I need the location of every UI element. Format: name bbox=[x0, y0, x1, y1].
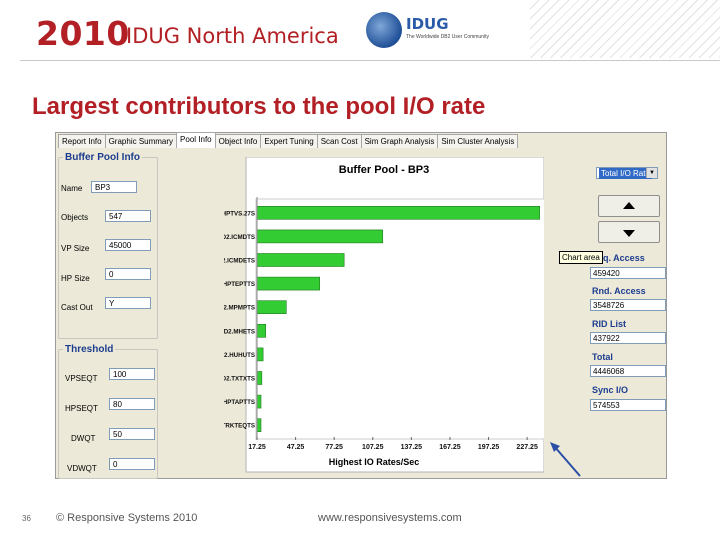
buffer-pool-chart[interactable]: Buffer Pool - BP3 Highest IO Rates/Sec H… bbox=[224, 157, 544, 475]
chart-x-tick-label: 167.25 bbox=[439, 444, 461, 451]
chart-category-label: HPTHPTD2.HPTEPTTS bbox=[224, 281, 255, 288]
vpseqt-field[interactable]: 100 bbox=[109, 368, 155, 380]
vdwqt-label: VDWQT bbox=[67, 464, 97, 473]
chart-x-tick-label: 227.25 bbox=[516, 444, 538, 451]
idug-logo-tagline: The Worldwide DB2 User Community bbox=[406, 34, 489, 40]
chart-x-tick-label: 197.25 bbox=[478, 444, 500, 451]
tab-pool-info[interactable]: Pool Info bbox=[176, 132, 216, 148]
tab-sim-cluster-analysis[interactable]: Sim Cluster Analysis bbox=[437, 134, 519, 148]
slide-title: Largest contributors to the pool I/O rat… bbox=[32, 93, 486, 120]
chart-category-labels: HPTHPTD2.HPTVS.27S DMIDMD2.ICMDTS DMIDMD2.… bbox=[224, 210, 255, 429]
chart-x-tick-label: 47.25 bbox=[287, 444, 305, 451]
dwqt-label: DWQT bbox=[71, 434, 96, 443]
rid-list-label: RID List bbox=[592, 319, 627, 329]
footer-url[interactable]: www.responsivesystems.com bbox=[318, 512, 462, 524]
chart-bar[interactable] bbox=[256, 229, 384, 244]
rate-type-dropdown[interactable]: Total I/O Rate ▼ bbox=[596, 167, 658, 179]
name-label: Name bbox=[61, 184, 83, 193]
chart-bar[interactable] bbox=[256, 300, 287, 314]
chart-bar[interactable] bbox=[256, 253, 345, 267]
vp-size-label: VP Size bbox=[61, 244, 90, 253]
total-field[interactable]: 4446068 bbox=[590, 365, 666, 377]
tab-scan-cost[interactable]: Scan Cost bbox=[316, 134, 362, 148]
vpseqt-label: VPSEQT bbox=[65, 374, 98, 383]
scroll-up-button[interactable] bbox=[598, 195, 660, 217]
chart-category-label: MPMPD2.MPMPTS bbox=[224, 305, 255, 312]
chart-x-tick-label: 137.25 bbox=[401, 444, 423, 451]
chart-bar[interactable] bbox=[256, 276, 321, 291]
app-window: Report Info Graphic Summary Pool Info Ob… bbox=[55, 132, 667, 479]
threshold-group: Threshold VPSEQT 100 HPSEQT 80 DWQT 50 V… bbox=[58, 344, 158, 479]
chart-svg: Buffer Pool - BP3 Highest IO Rates/Sec H… bbox=[224, 157, 544, 473]
cast-out-label: Cast Out bbox=[61, 303, 93, 312]
chart-x-ticks: 17.25 47.25 77.25 107.25 137.25 167.25 197.25 2… bbox=[248, 437, 538, 451]
chart-x-axis-label: Highest IO Rates/Sec bbox=[329, 457, 420, 467]
idug-logo: IDUG The Worldwide DB2 User Community bbox=[366, 12, 516, 48]
tab-object-info[interactable]: Object Info bbox=[214, 134, 262, 148]
chart-title: Buffer Pool - BP3 bbox=[339, 164, 429, 176]
chart-bar[interactable] bbox=[256, 347, 264, 362]
chart-bar[interactable] bbox=[256, 206, 540, 220]
rid-list-field[interactable]: 437922 bbox=[590, 332, 666, 344]
vp-size-field[interactable]: 45000 bbox=[105, 239, 151, 251]
arrow-down-icon bbox=[623, 230, 635, 237]
chevron-down-icon[interactable]: ▼ bbox=[646, 168, 657, 178]
seq-access-label: Seq. Access bbox=[592, 253, 645, 263]
annotation-arrow-icon bbox=[550, 442, 581, 477]
rnd-access-label: Rnd. Access bbox=[592, 286, 646, 296]
chart-area-tooltip: Chart area bbox=[559, 251, 603, 264]
arrow-up-icon bbox=[623, 202, 635, 209]
chart-category-label: DMIDMD2.ICMDTS bbox=[224, 234, 255, 241]
total-label: Total bbox=[592, 352, 613, 362]
chart-category-label: TRKTRKD2.TRKTEQTS bbox=[224, 423, 255, 430]
chart-bar[interactable] bbox=[256, 418, 262, 432]
idug-logo-icon bbox=[366, 12, 402, 48]
chart-x-tick-label: 107.25 bbox=[362, 444, 384, 451]
page-number: 36 bbox=[22, 514, 31, 523]
chart-bar[interactable] bbox=[256, 371, 263, 385]
idug-logo-brand: IDUG bbox=[406, 15, 449, 33]
hp-size-label: HP Size bbox=[61, 274, 90, 283]
hp-size-field[interactable]: 0 bbox=[105, 268, 151, 280]
header-decoration bbox=[530, 0, 720, 58]
tab-report-info[interactable]: Report Info bbox=[58, 134, 106, 148]
objects-field[interactable]: 547 bbox=[105, 210, 151, 222]
rate-type-value: Total I/O Rate bbox=[599, 168, 652, 179]
tab-expert-tuning[interactable]: Expert Tuning bbox=[260, 134, 318, 148]
buffer-pool-info-title: Buffer Pool Info bbox=[63, 152, 142, 163]
chart-bar[interactable] bbox=[256, 324, 266, 338]
hpseqt-label: HPSEQT bbox=[65, 404, 98, 413]
chart-category-label: HPTHPTD2.HPTAPTTS bbox=[224, 399, 255, 406]
chart-x-tick-label: 17.25 bbox=[248, 444, 266, 451]
tab-bar: Report Info Graphic Summary Pool Info Ob… bbox=[58, 132, 519, 148]
tab-sim-graph-analysis[interactable]: Sim Graph Analysis bbox=[360, 134, 439, 148]
chart-category-label: HUHUD2.HUHUTS bbox=[224, 352, 255, 359]
sync-io-label: Sync I/O bbox=[592, 385, 629, 395]
dwqt-field[interactable]: 50 bbox=[109, 428, 155, 440]
tab-graphic-summary[interactable]: Graphic Summary bbox=[104, 134, 178, 148]
scroll-down-button[interactable] bbox=[598, 221, 660, 243]
hpseqt-field[interactable]: 80 bbox=[109, 398, 155, 410]
vdwqt-field[interactable]: 0 bbox=[109, 458, 155, 470]
header-year: 2010 bbox=[36, 14, 130, 53]
chart-category-label: TXTXD2.TXTXTS bbox=[224, 376, 255, 383]
footer-copyright: © Responsive Systems 2010 bbox=[56, 512, 198, 524]
chart-category-label: MHMHD2.MHETS bbox=[224, 328, 255, 335]
objects-label: Objects bbox=[61, 213, 89, 222]
header-event-name: IDUG North America bbox=[126, 24, 339, 48]
chart-bar[interactable] bbox=[256, 394, 262, 409]
chart-category-label: HPTHPTD2.HPTVS.27S bbox=[224, 210, 255, 217]
rnd-access-field[interactable]: 3548726 bbox=[590, 299, 666, 311]
chart-category-label: DMIDMD2.ICMDETS bbox=[224, 258, 255, 265]
sync-io-field[interactable]: 574553 bbox=[590, 399, 666, 411]
seq-access-field[interactable]: 459420 bbox=[590, 267, 666, 279]
buffer-pool-info-group: Buffer Pool Info Name BP3 Objects 547 VP… bbox=[58, 152, 158, 339]
header-divider bbox=[20, 60, 720, 61]
threshold-title: Threshold bbox=[63, 344, 116, 355]
cast-out-field[interactable]: Y bbox=[105, 297, 151, 309]
name-field[interactable]: BP3 bbox=[91, 181, 137, 193]
chart-x-tick-label: 77.25 bbox=[325, 444, 343, 451]
